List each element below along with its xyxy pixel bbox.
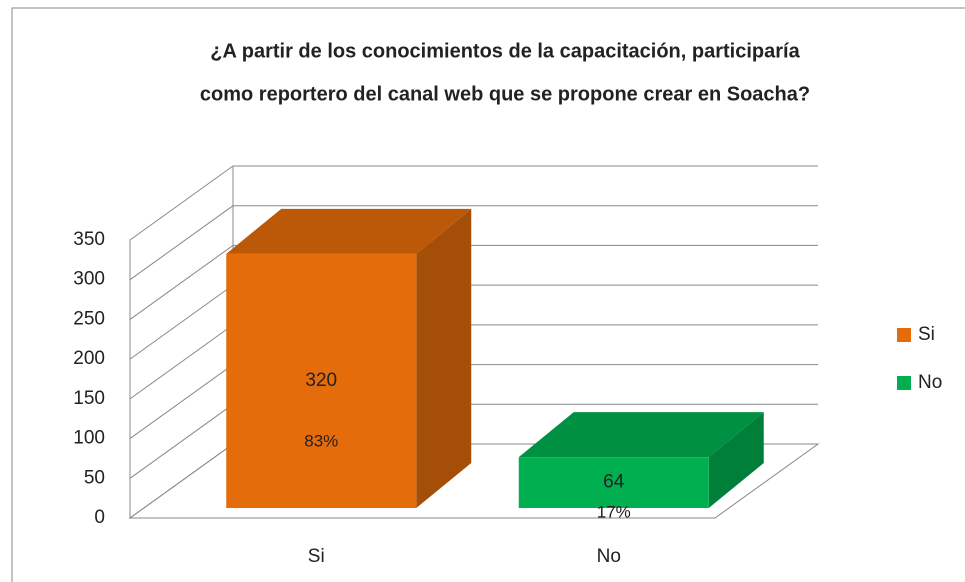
grid-line <box>129 245 234 320</box>
grid-line <box>129 284 234 360</box>
legend-label: No <box>918 372 942 393</box>
y-tick-label: 100 <box>73 428 105 449</box>
value-label: 64 <box>603 472 625 493</box>
chart-title: ¿A partir de los conocimientos de la cap… <box>210 40 800 62</box>
bar-side <box>708 412 764 508</box>
y-tick-label: 300 <box>73 269 105 290</box>
grid-line <box>129 205 234 281</box>
x-tick-label: No <box>597 546 621 567</box>
legend-swatch <box>897 328 911 342</box>
chart-frame <box>11 7 965 582</box>
y-tick-label: 50 <box>84 467 105 488</box>
share-label: 17% <box>597 502 631 521</box>
bar-side <box>416 208 472 509</box>
bar-top <box>226 208 472 254</box>
y-tick-label: 200 <box>73 348 105 369</box>
grid-line <box>129 443 234 519</box>
y-tick-label: 250 <box>73 308 105 329</box>
share-label: 83% <box>304 431 338 450</box>
bar <box>226 253 417 508</box>
grid-line <box>129 403 234 479</box>
chart-title: como reportero del canal web que se prop… <box>200 83 810 105</box>
grid-line <box>129 364 234 439</box>
bar <box>518 457 709 508</box>
grid-line <box>129 324 234 400</box>
y-tick-label: 0 <box>94 507 105 528</box>
legend-label: Si <box>918 324 935 345</box>
value-label: 320 <box>305 370 337 391</box>
y-tick-label: 150 <box>73 388 105 409</box>
grid-line <box>129 165 234 241</box>
x-tick-label: Si <box>308 546 325 567</box>
legend-swatch <box>897 376 911 390</box>
y-tick-label: 350 <box>73 229 105 250</box>
bar-top <box>518 412 764 458</box>
